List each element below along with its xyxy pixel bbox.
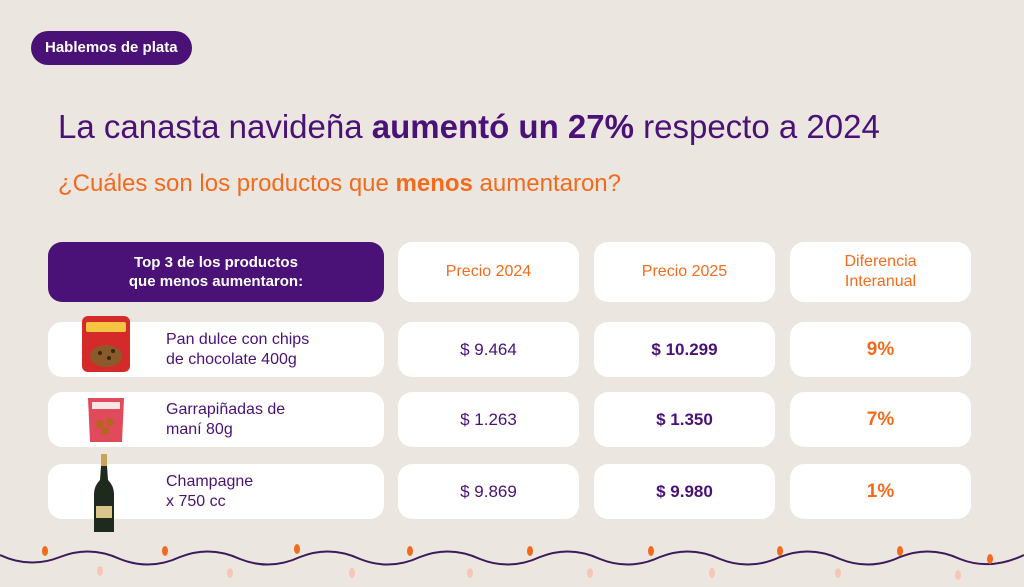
header-price-2024: Precio 2024	[398, 242, 579, 302]
diff-cell: 1%	[790, 464, 971, 519]
title-pre: La canasta navideña	[58, 108, 372, 145]
page-title: La canasta navideña aumentó un 27% respe…	[58, 108, 998, 146]
price-2024-cell: $ 9.464	[398, 322, 579, 377]
header-products-line1: Top 3 de los productos	[134, 254, 298, 271]
subtitle-bold: menos	[395, 170, 473, 197]
product-name: Champagne x 750 cc	[166, 472, 253, 512]
title-post: respecto a 2024	[633, 108, 880, 145]
header-price-2025: Precio 2025	[594, 242, 775, 302]
price-2025-cell: $ 10.299	[594, 322, 775, 377]
page-subtitle: ¿Cuáles son los productos que menos aume…	[58, 170, 958, 198]
price-2025-cell: $ 1.350	[594, 392, 775, 447]
header-diff: Diferencia Interanual	[790, 242, 971, 302]
christmas-lights-decoration	[0, 544, 1024, 580]
product-name-line1: Pan dulce con chips	[166, 330, 310, 348]
header-products-line2: que menos aumentaron:	[128, 273, 304, 290]
title-bold: aumentó un 27%	[371, 108, 634, 145]
subtitle-post: aumentaron?	[472, 170, 621, 197]
product-name-line2: de chocolate 400g	[166, 350, 297, 368]
price-2024-cell: $ 1.263	[398, 392, 579, 447]
diff-cell: 9%	[790, 322, 971, 377]
header-products: Top 3 de los productos que menos aumenta…	[48, 242, 384, 302]
header-diff-line2: Interanual	[844, 273, 917, 290]
table-row-product: Champagne x 750 cc	[48, 454, 384, 532]
header-diff-line1: Diferencia	[844, 253, 917, 270]
brand-badge: Hablemos de plata	[31, 31, 192, 65]
table-row-product: Pan dulce con chips de chocolate 400g	[48, 316, 384, 377]
price-2025-cell: $ 9.980	[594, 464, 775, 519]
product-name-line1: Champagne	[166, 472, 254, 490]
diff-cell: 7%	[790, 392, 971, 447]
champagne-bottle-icon	[94, 454, 114, 532]
product-name-line2: x 750 cc	[166, 492, 226, 510]
product-name: Garrapiñadas de maní 80g	[166, 400, 285, 440]
pan-dulce-package-icon	[82, 316, 130, 372]
price-2024-cell: $ 9.869	[398, 464, 579, 519]
garrapinadas-bag-icon	[88, 398, 124, 442]
subtitle-pre: ¿Cuáles son los productos que	[58, 170, 396, 197]
product-name: Pan dulce con chips de chocolate 400g	[166, 330, 309, 370]
product-name-line1: Garrapiñadas de	[166, 400, 286, 418]
product-name-line2: maní 80g	[166, 420, 233, 438]
table-row-product: Garrapiñadas de maní 80g	[48, 392, 384, 447]
